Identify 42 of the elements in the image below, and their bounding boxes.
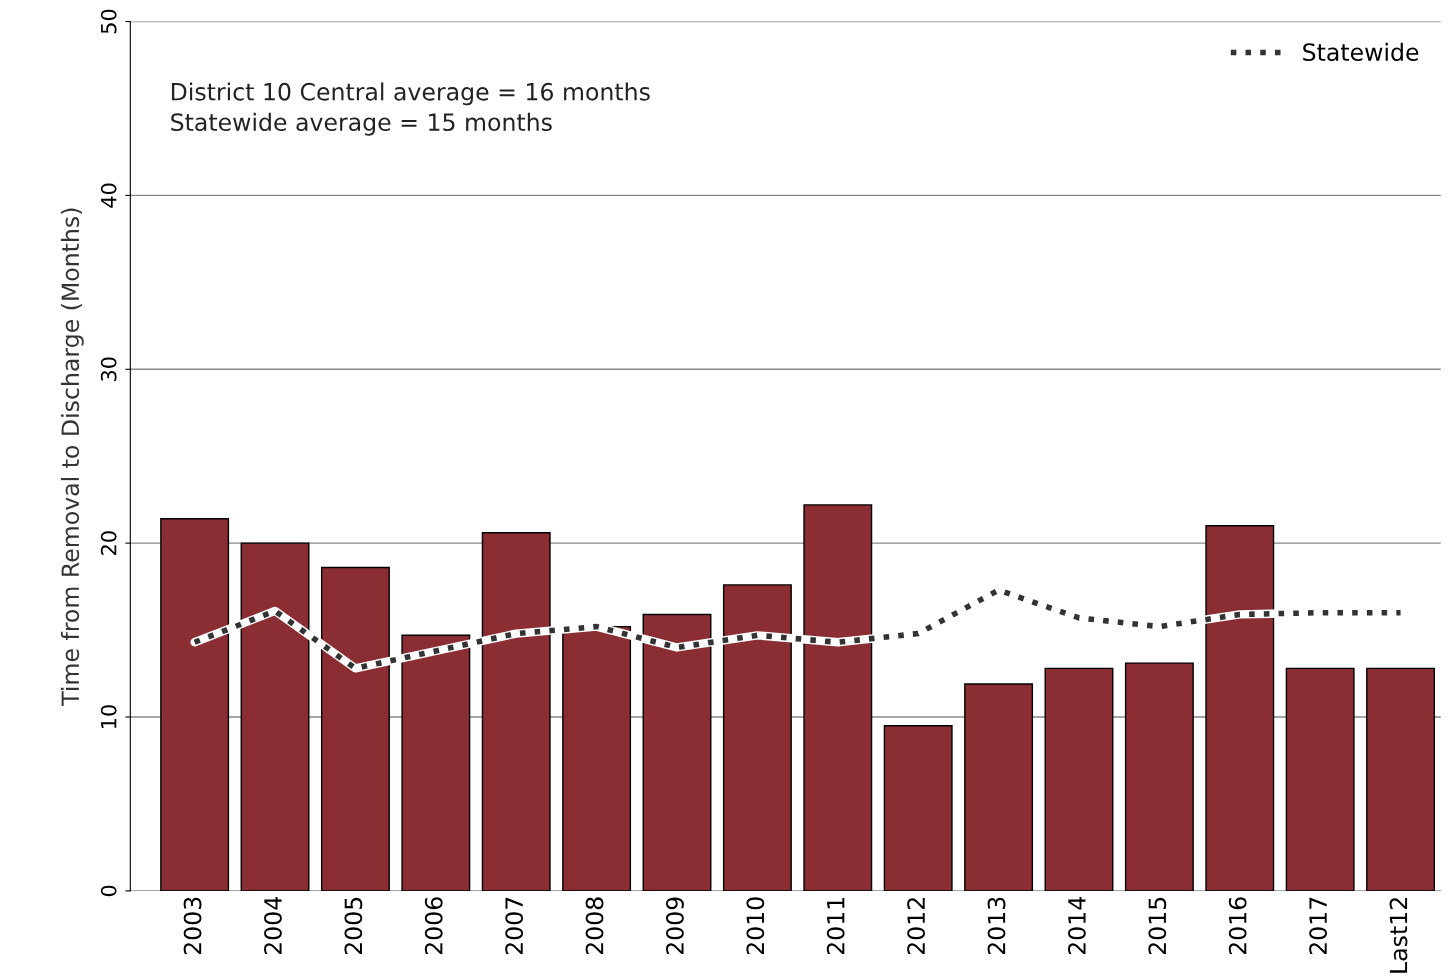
- bar: [642, 613, 712, 891]
- annotation: District 10 Central average = 16 months: [171, 82, 650, 106]
- x-tick-label: 2003: [183, 897, 202, 955]
- x-tick-label: 2004: [264, 897, 282, 955]
- x-tick-label: 2009: [666, 897, 684, 955]
- bar: [1044, 667, 1114, 891]
- bar: [883, 725, 953, 891]
- x-tick-label: 2014: [1067, 897, 1086, 955]
- y-axis-title: Time from Removal to Discharge (Months): [60, 208, 84, 706]
- y-tick-label: 50: [100, 9, 117, 34]
- x-tick-label: 2017: [1309, 897, 1328, 955]
- x-tick-label: 2016: [1228, 897, 1247, 955]
- bar: [1124, 662, 1194, 891]
- bar: [320, 566, 390, 891]
- x-tick-label: Last12: [1389, 898, 1408, 973]
- x-tick-label: 2011: [826, 897, 845, 955]
- x-tick-label: 2007: [505, 897, 524, 955]
- x-tick-label: 2005: [344, 897, 363, 955]
- annotation: Statewide average = 15 months: [171, 112, 552, 136]
- bar: [240, 542, 310, 891]
- bar: [803, 504, 873, 891]
- bar: [160, 518, 230, 891]
- bar: [964, 683, 1034, 891]
- x-tick-label: 2010: [746, 897, 765, 955]
- bar: [562, 625, 632, 891]
- bar: [1285, 667, 1355, 891]
- bar: [481, 532, 551, 891]
- bar: [1205, 525, 1275, 891]
- y-tick-label: 40: [100, 183, 117, 208]
- x-tick-label: 2006: [424, 897, 443, 955]
- x-tick-label: 2015: [1148, 897, 1167, 955]
- x-tick-label: 2012: [907, 898, 926, 955]
- y-tick-label: 30: [100, 357, 117, 381]
- bar: [722, 584, 792, 891]
- x-tick-label: 2013: [987, 897, 1006, 955]
- y-tick-label: 20: [100, 531, 117, 555]
- y-tick-label: 0: [100, 885, 117, 897]
- x-tick-label: 2008: [585, 897, 604, 955]
- bar: [401, 634, 471, 891]
- bar: [1366, 667, 1436, 891]
- legend-label: Statewide: [1303, 42, 1419, 62]
- y-tick-label: 10: [100, 705, 117, 728]
